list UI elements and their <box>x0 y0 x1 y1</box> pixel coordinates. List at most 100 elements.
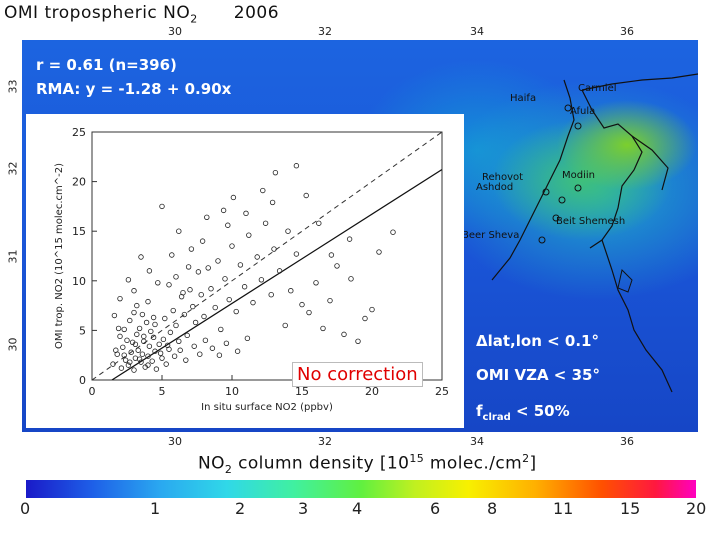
scatter-point-87 <box>355 338 361 345</box>
scatter-point-113 <box>199 238 206 244</box>
scatter-point-60 <box>215 258 221 264</box>
scatter-point-130 <box>177 347 183 353</box>
cb-tick-20: 20 <box>686 499 707 518</box>
scatter-point-64 <box>229 243 235 249</box>
scatter-point-89 <box>369 306 375 313</box>
scatter-point-110 <box>155 280 161 286</box>
scatter-point-28 <box>148 328 154 335</box>
scatter-point-82 <box>320 325 326 332</box>
scatter-point-109 <box>115 325 122 332</box>
scatter-point-43 <box>173 322 179 329</box>
scatter-point-21 <box>120 344 126 350</box>
scatter-point-93 <box>260 187 266 194</box>
bottom-tick-34: 34 <box>470 435 484 448</box>
scatter-point-88 <box>362 315 368 322</box>
figure-title: OMI tropospheric NO2 2006 <box>4 3 279 25</box>
scatter-point-126 <box>150 334 157 341</box>
cb-tick-0: 0 <box>20 499 31 518</box>
scatter-point-52 <box>180 290 186 296</box>
x-tick-label-2: 10 <box>225 385 239 398</box>
scatter-point-80 <box>306 309 312 316</box>
bottom-tick-30: 30 <box>168 435 182 448</box>
scatter-point-3 <box>128 349 134 355</box>
r-statistic: r = 0.61 (n=396) <box>36 56 177 74</box>
scatter-point-119 <box>390 229 396 235</box>
scatter-point-67 <box>241 284 248 290</box>
y-tick-label-0: 0 <box>79 374 86 387</box>
condition-vza: OMI VZA < 35° <box>476 366 600 384</box>
x-tick-label-3: 15 <box>295 385 309 398</box>
scatter-point-128 <box>164 342 171 348</box>
title-year: 2006 <box>233 3 280 23</box>
scatter-point-40 <box>162 315 168 322</box>
scatter-point-129 <box>171 353 178 359</box>
scatter-point-34 <box>127 317 133 324</box>
condition-cloud: fclrad < 50% <box>476 402 570 423</box>
scatter-point-37 <box>139 311 146 318</box>
x-axis-label: In situ surface NO2 (ppbv) <box>201 402 333 413</box>
top-tick-34: 34 <box>470 25 484 38</box>
cb-tick-8: 8 <box>487 499 498 518</box>
scatter-point-134 <box>202 337 209 344</box>
scatter-point-4 <box>131 367 137 373</box>
scatter-point-108 <box>111 312 118 319</box>
scatter-point-31 <box>113 347 119 353</box>
scatter-point-120 <box>121 352 127 358</box>
scatter-point-47 <box>184 332 190 339</box>
scatter-frame <box>91 131 443 381</box>
colorbar-title: NO2 column density [1015 molec./cm2] <box>198 452 537 477</box>
scatter-point-90 <box>204 214 210 221</box>
scatter-point-36 <box>134 302 140 309</box>
scatter-point-81 <box>313 280 319 286</box>
scatter-point-118 <box>316 220 322 226</box>
scatter-point-75 <box>276 268 283 274</box>
title-main: OMI tropospheric NO <box>4 3 191 23</box>
scatter-point-137 <box>223 340 230 346</box>
y-tick-label-4: 20 <box>72 176 86 189</box>
scatter-point-132 <box>191 343 197 349</box>
scatter-point-16 <box>159 355 165 361</box>
bottom-tick-32: 32 <box>318 435 332 448</box>
x-tick-label-5: 25 <box>435 385 449 398</box>
lat-tick-32: 32 <box>6 161 20 176</box>
rma-statistic: RMA: y = -1.28 + 0.90x <box>36 80 232 98</box>
scatter-point-92 <box>230 194 237 201</box>
title-sub: 2 <box>190 12 198 26</box>
scatter-point-91 <box>220 207 227 214</box>
scatter-point-74 <box>271 246 277 252</box>
scatter-point-0 <box>118 365 125 371</box>
scatter-point-53 <box>192 319 199 326</box>
city-beer-sheva: Beer Sheva <box>462 230 520 241</box>
scatter-point-79 <box>299 301 305 308</box>
scatter-point-6 <box>135 347 141 353</box>
city-carmiel: Carmiel <box>578 83 617 94</box>
scatter-point-96 <box>303 192 309 199</box>
scatter-point-116 <box>269 199 276 206</box>
city-haifa: Haifa <box>510 93 537 104</box>
scatter-point-46 <box>181 311 188 318</box>
scatter-point-73 <box>268 291 274 298</box>
scatter-point-8 <box>139 351 146 357</box>
scatter-point-48 <box>187 287 193 293</box>
scatter-point-61 <box>218 326 224 333</box>
scatter-point-68 <box>246 232 252 238</box>
city-rehovot: Rehovot <box>482 172 524 183</box>
city-modiin: Modiin <box>562 170 595 181</box>
scatter-point-59 <box>212 304 218 311</box>
scatter-point-105 <box>146 268 153 274</box>
scatter-point-51 <box>173 274 179 280</box>
scatter-point-106 <box>131 288 137 294</box>
one-to-one-line <box>92 132 442 380</box>
y-tick-label-3: 15 <box>72 225 86 238</box>
cb-tick-11: 11 <box>553 499 574 518</box>
scatter-point-38 <box>145 298 151 305</box>
scatter-point-35 <box>131 309 137 316</box>
scatter-point-29 <box>150 314 157 321</box>
top-tick-30: 30 <box>168 25 182 38</box>
scatter-point-33 <box>121 326 127 333</box>
scatter-point-136 <box>216 352 223 358</box>
scatter-point-102 <box>188 246 195 252</box>
scatter-point-101 <box>176 228 182 234</box>
scatter-point-57 <box>205 265 211 271</box>
scatter-point-13 <box>152 348 158 354</box>
